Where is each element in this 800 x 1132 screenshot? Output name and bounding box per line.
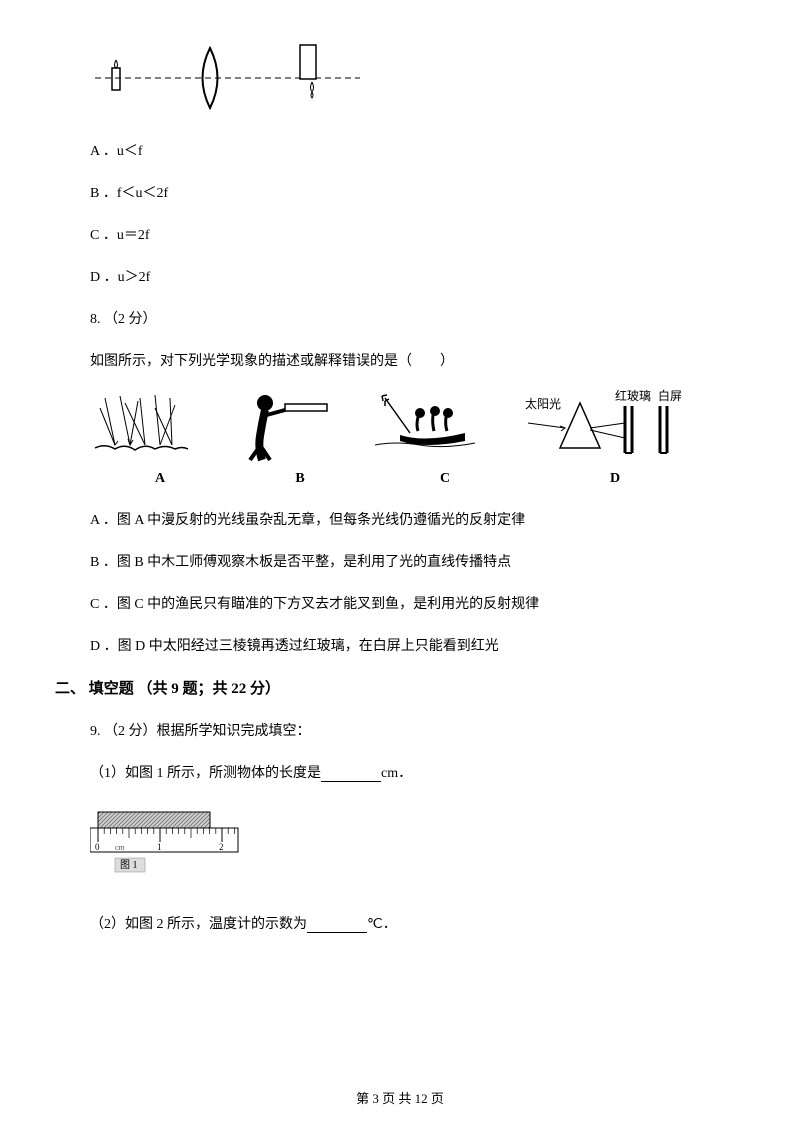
section2-header: 二、 填空题 （共 9 题；共 22 分）: [55, 677, 740, 698]
page-footer: 第 3 页 共 12 页: [0, 1088, 800, 1107]
q8-image-b: [230, 388, 330, 463]
q8-image-d: 太阳光 红玻璃 白屏: [520, 388, 690, 463]
svg-text:cm: cm: [115, 843, 126, 852]
q8-labels: A B C D: [90, 471, 740, 487]
lens-diagram: [90, 40, 740, 115]
sun-label: 太阳光: [525, 396, 561, 411]
q8-option-b: B ．图 B 中木工师傅观察木板是否平整，是利用了光的直线传播特点: [90, 551, 740, 571]
q9-sub1: （1）如图 1 所示，所测物体的长度是 cm．: [90, 762, 740, 782]
svg-text:1: 1: [157, 842, 162, 852]
ruler-diagram: 0 1 2 cm 图 1: [90, 810, 740, 885]
label-a: A: [110, 471, 210, 487]
q8-option-a: A ．图 A 中漫反射的光线虽杂乱无章，但每条光线仍遵循光的反射定律: [90, 509, 740, 529]
option-b: B ．f＜u＜2f: [90, 182, 740, 202]
q8-text: 如图所示，对下列光学现象的描述或解释错误的是（ ）: [90, 350, 740, 370]
glass-label: 红玻璃: [615, 388, 651, 403]
q9-sub1-suffix: cm．: [381, 766, 412, 781]
q9-sub1-prefix: （1）如图 1 所示，所测物体的长度是: [90, 766, 321, 781]
q9-sub2-prefix: （2）如图 2 所示，温度计的示数为: [90, 917, 307, 932]
q8-image-c: [370, 393, 480, 463]
option-d: D ．u＞2f: [90, 266, 740, 286]
q9-header: 9. （2 分）根据所学知识完成填空：: [90, 720, 740, 740]
blank-1: [321, 768, 381, 782]
label-b: B: [250, 471, 350, 487]
option-a: A ．u＜f: [90, 140, 740, 160]
q9-sub2: （2）如图 2 所示，温度计的示数为 ℃．: [90, 913, 740, 933]
svg-text:图 1: 图 1: [120, 859, 138, 871]
q8-option-d: D ．图 D 中太阳经过三棱镜再透过红玻璃，在白屏上只能看到红光: [90, 635, 740, 655]
svg-text:2: 2: [219, 842, 224, 852]
q8-option-c: C ．图 C 中的渔民只有瞄准的下方叉去才能叉到鱼，是利用光的反射规律: [90, 593, 740, 613]
q9-sub2-suffix: ℃．: [367, 917, 397, 932]
svg-text:0: 0: [95, 842, 100, 852]
label-d: D: [555, 471, 675, 487]
blank-2: [307, 919, 367, 933]
q8-header: 8. （2 分）: [90, 308, 740, 328]
label-c: C: [390, 471, 500, 487]
q8-images: 太阳光 红玻璃 白屏: [90, 388, 740, 463]
option-c: C ．u＝2f: [90, 224, 740, 244]
q8-image-a: [90, 393, 190, 463]
screen-label: 白屏: [658, 388, 682, 403]
